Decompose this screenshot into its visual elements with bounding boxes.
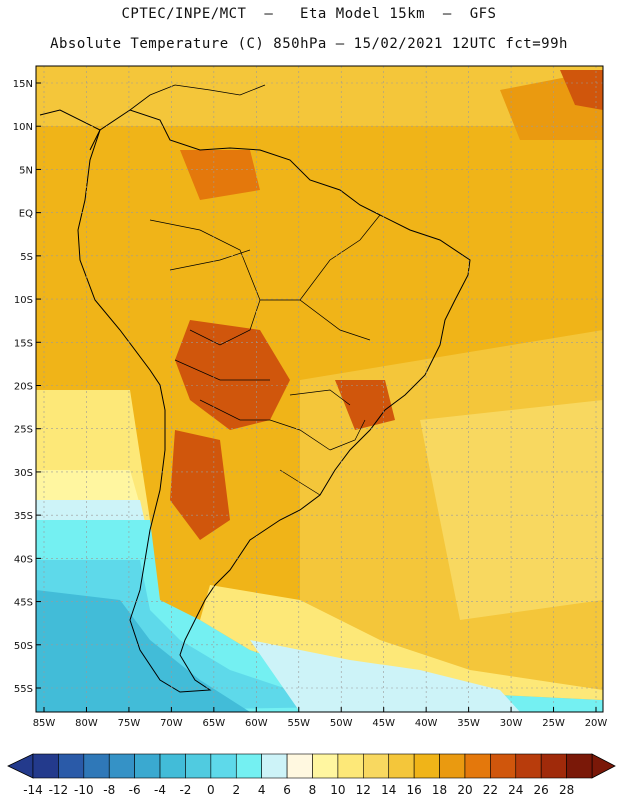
lon-label: 50W — [330, 718, 353, 729]
colorbar-label: 28 — [559, 783, 574, 797]
lon-label: 65W — [203, 718, 226, 729]
lat-label: 15S — [14, 338, 33, 349]
lat-label: 5N — [19, 165, 33, 176]
colorbar-swatch — [464, 753, 491, 779]
colorbar-label: -8 — [103, 783, 115, 797]
colorbar-label: -14 — [23, 783, 43, 797]
colorbar-swatch — [312, 753, 339, 779]
lat-label: 5S — [20, 252, 33, 263]
colorbar-label: 26 — [534, 783, 549, 797]
lon-label: 30W — [500, 718, 523, 729]
colorbar-label: 2 — [232, 783, 240, 797]
lat-label: EQ — [19, 209, 33, 220]
lon-label: 55W — [287, 718, 310, 729]
colorbar-label: -4 — [154, 783, 166, 797]
colorbar-swatch — [540, 753, 567, 779]
colorbar-label: -2 — [179, 783, 191, 797]
lon-label: 35W — [457, 718, 480, 729]
colorbar-swatch — [108, 753, 135, 779]
colorbar-label: 4 — [258, 783, 266, 797]
colorbar-swatch — [185, 753, 212, 779]
colorbar-label: 14 — [381, 783, 396, 797]
colorbar-label: 0 — [207, 783, 215, 797]
colorbar-swatch — [83, 753, 110, 779]
colorbar-swatch — [363, 753, 390, 779]
map-frame — [35, 65, 604, 713]
colorbar-swatch — [134, 753, 161, 779]
temperature-field — [36, 66, 603, 712]
lat-label: 15N — [13, 79, 33, 90]
header-model-title: CPTEC/INPE/MCT – Eta Model 15km – GFS — [121, 6, 497, 22]
colorbar-label: -10 — [74, 783, 94, 797]
coastline — [39, 84, 471, 693]
lat-label: 55S — [14, 684, 33, 695]
lon-label: 85W — [33, 718, 56, 729]
colorbar-label: 24 — [508, 783, 523, 797]
colorbar-swatch — [159, 753, 186, 779]
lon-label: 75W — [118, 718, 141, 729]
colorbar-label: 10 — [330, 783, 345, 797]
colorbar-label: -6 — [129, 783, 141, 797]
longitude-labels: 85W 80W 75W 70W 65W 60W 55W 50W 45W 40W 35W 30W 25W 2… — [33, 718, 608, 729]
lon-label: 60W — [245, 718, 268, 729]
colorbar-swatch — [439, 753, 466, 779]
header-field-title: Absolute Temperature (C) 850hPa – 15/02/… — [50, 36, 568, 52]
colorbar-swatch — [388, 753, 415, 779]
lon-label: 45W — [372, 718, 395, 729]
colorbar-swatch — [261, 753, 288, 779]
colorbar-label: 12 — [356, 783, 371, 797]
lon-label: 70W — [160, 718, 183, 729]
graticule — [36, 66, 603, 712]
lat-label: 35S — [14, 511, 33, 522]
lon-label: 20W — [585, 718, 608, 729]
colorbar-swatch — [286, 753, 313, 779]
colorbar-swatch — [235, 753, 262, 779]
colorbar-label: 16 — [406, 783, 421, 797]
lat-label: 45S — [14, 598, 33, 609]
lat-label: 20S — [14, 382, 33, 393]
lat-label: 50S — [14, 641, 33, 652]
colorbar-label: 18 — [432, 783, 447, 797]
colorbar: -14 -12 -10 -8 -6 -4 -2 0 2 4 6 8 10 12 14 16 18 20 22 24 26… — [7, 753, 616, 797]
colorbar-label: 22 — [483, 783, 498, 797]
lat-label: 40S — [14, 554, 33, 565]
colorbar-swatch — [566, 753, 593, 779]
colorbar-label: -12 — [49, 783, 69, 797]
colorbar-swatch — [515, 753, 542, 779]
colorbar-swatch — [32, 753, 59, 779]
colorbar-swatch — [58, 753, 85, 779]
lat-label: 10S — [14, 295, 33, 306]
colorbar-swatch — [210, 753, 237, 779]
lon-label: 25W — [542, 718, 565, 729]
lat-label: 10N — [13, 122, 33, 133]
colorbar-label: 8 — [309, 783, 317, 797]
latitude-labels: 15N 10N 5N EQ 5S 10S 15S 20S 25S 30S 35S 40S 45S 50S 5… — [13, 79, 33, 695]
colorbar-min-arrow — [7, 753, 34, 779]
colorbar-swatch — [490, 753, 517, 779]
lon-label: 80W — [75, 718, 98, 729]
lon-label: 40W — [415, 718, 438, 729]
colorbar-swatch — [337, 753, 364, 779]
colorbar-label: 6 — [283, 783, 291, 797]
lat-label: 30S — [14, 468, 33, 479]
colorbar-swatch — [413, 753, 440, 779]
lat-label: 25S — [14, 425, 33, 436]
colorbar-label: 20 — [457, 783, 472, 797]
colorbar-max-arrow — [591, 753, 616, 779]
